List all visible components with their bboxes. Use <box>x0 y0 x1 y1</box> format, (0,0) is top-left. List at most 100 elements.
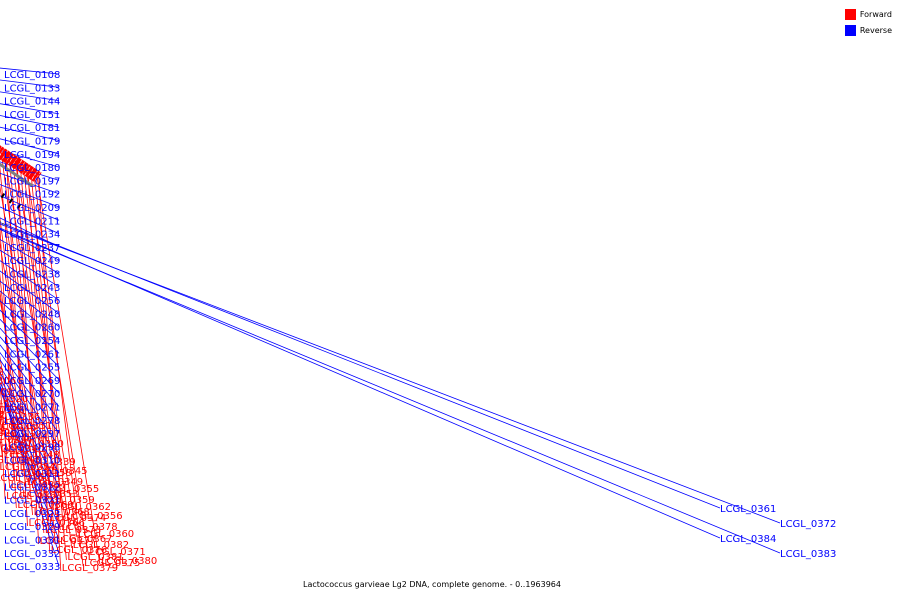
tick-mark <box>16 203 22 209</box>
gene-label-forward: LCGL_0374 <box>50 513 106 524</box>
gene-label-forward: LCGL_0330 <box>0 446 28 457</box>
label-leader-line <box>0 318 60 381</box>
label-leader-line <box>0 385 60 514</box>
gene-label-reverse: LCGL_0211 <box>4 216 60 227</box>
gene-label-forward: LCGL_0373 <box>45 525 101 536</box>
label-leader-line <box>0 67 60 75</box>
label-leader-line <box>0 387 60 527</box>
label-leader-line <box>0 222 721 509</box>
label-leader-line <box>0 404 6 500</box>
scale-ticks: 120 kbp140 kbp160 kbp180 kbp200 kbp220 k… <box>0 192 22 209</box>
gene-label-forward: LCGL_0350 <box>8 439 64 450</box>
forward-gene <box>1 150 12 163</box>
map-caption: Lactococcus garvieae Lg2 DNA, complete g… <box>303 580 561 589</box>
gene-label-forward: LCGL_0336 <box>0 412 40 423</box>
gene-label-reverse: LCGL_0323 <box>4 509 60 520</box>
label-leader-line <box>0 280 60 328</box>
label-leader-line <box>0 388 60 540</box>
legend-item-forward: Forward <box>844 6 892 22</box>
label-leader-line <box>0 359 60 447</box>
label-leader-line <box>2 147 66 520</box>
gene-label-forward: LCGL_0356 <box>66 511 122 522</box>
label-leader-line <box>0 377 60 487</box>
forward-gene <box>27 167 38 180</box>
gene-label-forward: LCGL_0319 <box>0 399 9 410</box>
gene-label-reverse: LCGL_0298 <box>4 442 60 453</box>
gene-label-forward: LCGL_0353 <box>22 489 78 500</box>
gene-label-reverse: LCGL_0248 <box>4 309 60 320</box>
gene-label-reverse: LCGL_0249 <box>4 256 60 267</box>
label-leader-line <box>0 297 31 475</box>
gene-label-reverse: LCGL_0321 <box>4 496 60 507</box>
gene-label-reverse: LCGL_0238 <box>4 270 60 281</box>
label-leader-line <box>0 351 60 434</box>
gene-label-reverse: LCGL_0312 <box>4 482 60 493</box>
gene-label-reverse: LCGL_0254 <box>4 336 60 347</box>
gene-label-forward: LCGL_0360 <box>78 529 134 540</box>
label-leader-line <box>0 365 60 460</box>
gene-label-forward: LCGL_0335 <box>0 417 21 428</box>
gene-label-forward: LCGL_0377 <box>40 536 96 547</box>
gene-label-reverse: LCGL_0194 <box>4 150 60 161</box>
legend-label-forward: Forward <box>859 9 892 19</box>
gene-label-forward: LCGL_0382 <box>73 540 129 551</box>
gene-label-forward: LCGL_0376 <box>51 545 107 556</box>
label-leader-line <box>0 239 60 274</box>
label-leader-line <box>0 270 60 314</box>
gene-label-reverse: LCGL_0261 <box>4 349 60 360</box>
scale-dot <box>4 224 7 227</box>
gene-label-reverse: LCGL_0332 <box>4 549 60 560</box>
label-leader-line <box>5 149 28 527</box>
legend: Forward Reverse <box>844 6 892 38</box>
label-leader-line <box>0 381 11 489</box>
gene-label-reverse: LCGL_0361 <box>720 504 776 515</box>
gene-label-forward: LCGL_0322 <box>0 410 6 421</box>
gene-label-reverse: LCGL_0180 <box>4 163 60 174</box>
gene-label-reverse: LCGL_0192 <box>4 190 60 201</box>
gene-label-reverse: LCGL_0256 <box>4 296 60 307</box>
label-leader-line <box>0 309 60 367</box>
gene-label-reverse: LCGL_0209 <box>4 203 60 214</box>
gene-label-forward: LCGL_0344 <box>0 432 48 443</box>
gene-label-forward: LCGL_0354 <box>0 462 56 473</box>
gene-label-reverse: LCGL_0310 <box>4 456 60 467</box>
gene-label-forward: LCGL_0371 <box>89 547 145 558</box>
label-leader-line <box>19 157 56 543</box>
gene-label-forward: LCGL_0346 <box>0 423 36 434</box>
legend-swatch-reverse <box>844 24 856 36</box>
gene-label-reverse: LCGL_0333 <box>4 562 60 573</box>
scale-dot <box>0 221 2 223</box>
label-leader-line <box>0 229 781 554</box>
gene-label-reverse: LCGL_0329 <box>4 522 60 533</box>
tick-mark <box>0 192 6 199</box>
label-leader-line <box>29 165 67 561</box>
gene-label-reverse: LCGL_0383 <box>780 549 836 560</box>
forward-gene <box>8 154 18 167</box>
forward-gene <box>31 170 41 182</box>
label-leader-line <box>0 249 60 288</box>
gene-label-reverse: LCGL_0181 <box>4 123 60 134</box>
label-leader-line <box>0 336 60 407</box>
label-leader-line <box>0 344 60 421</box>
label-leader-line <box>0 387 60 553</box>
tick-mark <box>8 198 14 204</box>
gene-label-reverse: LCGL_0260 <box>4 323 60 334</box>
gene-label-forward: LCGL_0302 <box>0 367 4 378</box>
gene-label-forward: LCGL_0352 <box>0 473 51 484</box>
gene-label-forward: LCGL_0380 <box>101 556 157 567</box>
gene-label-forward: LCGL_0339 <box>19 457 75 468</box>
forward-gene <box>11 157 22 170</box>
label-leader-line <box>0 271 22 498</box>
gene-label-reverse: LCGL_0331 <box>4 536 60 547</box>
label-leader-line <box>0 227 721 539</box>
gene-label-forward: LCGL_0341 <box>0 379 1 390</box>
label-leader-line <box>27 163 51 554</box>
legend-swatch-forward <box>844 8 856 20</box>
gene-label-forward: LCGL_0362 <box>55 502 111 513</box>
forward-gene <box>5 153 15 165</box>
gene-label-reverse: LCGL_0270 <box>4 389 60 400</box>
gene-label-reverse: LCGL_0234 <box>4 230 60 241</box>
gene-label-reverse: LCGL_0151 <box>4 110 60 121</box>
gene-label-forward: LCGL_0340 <box>0 444 44 455</box>
forward-genes <box>0 145 42 183</box>
